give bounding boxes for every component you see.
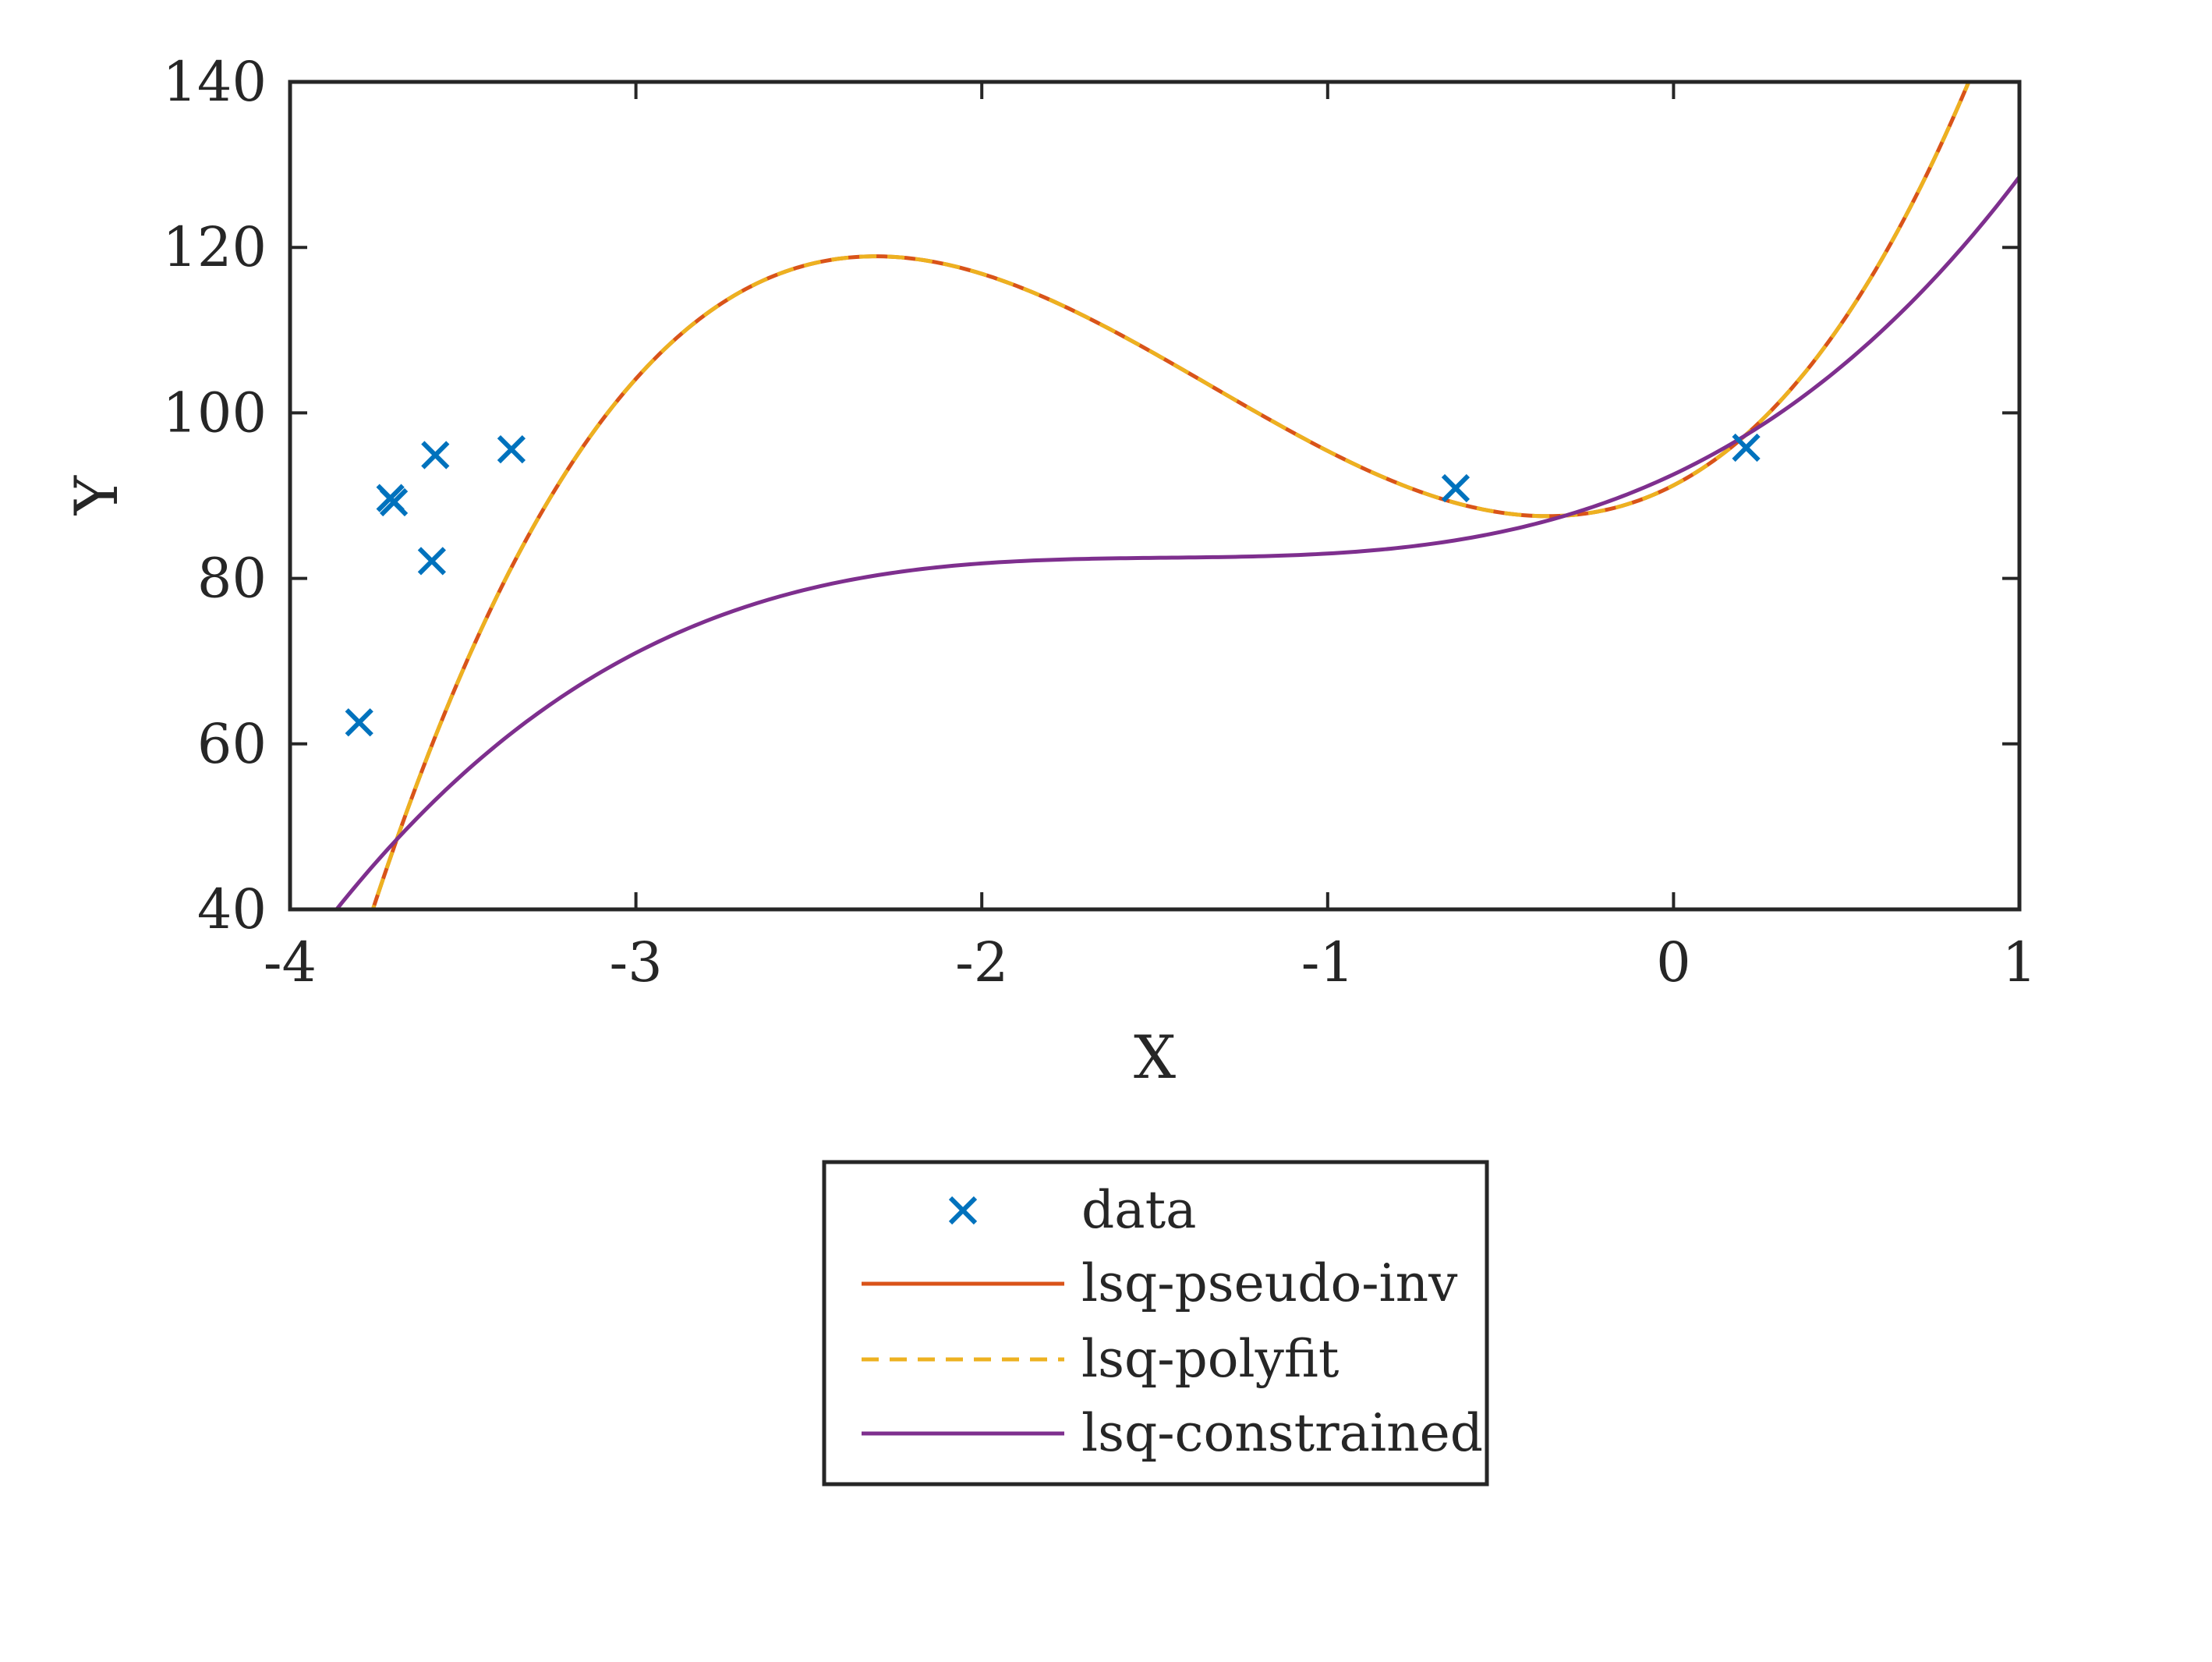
legend-entry-data: data [948, 1180, 1196, 1240]
y-axis-label: Y [62, 475, 131, 516]
y-tick-label: 120 [162, 215, 267, 279]
data-point-marker [1441, 473, 1471, 503]
x-tick-label: -3 [609, 930, 662, 994]
series-layer [334, 82, 2019, 909]
y-tick-label: 100 [162, 381, 267, 445]
x-tick-label: -1 [1301, 930, 1354, 994]
legend-box [822, 1160, 1489, 1487]
data-point-marker [417, 547, 446, 576]
y-tick-label: 60 [197, 712, 267, 776]
x-tick-label: -2 [955, 930, 1008, 994]
legend-entry-lsq-constrained: lsq-constrained [862, 1403, 1483, 1463]
data-point-marker [1732, 433, 1761, 462]
y-tick-label: 140 [162, 50, 267, 114]
x-axis-label: X [1134, 1022, 1176, 1092]
data-point-marker [497, 434, 526, 464]
series-line-lsq-polyfit [370, 82, 1971, 909]
legend-label-data: data [1081, 1180, 1196, 1240]
legend-label-lsq-constrained: lsq-constrained [1081, 1403, 1483, 1463]
legend-entry-lsq-polyfit: lsq-polyfit [862, 1329, 1339, 1389]
x-tick-label: 1 [2002, 930, 2037, 994]
series-line-lsq-constrained [334, 175, 2019, 909]
data-point-marker [379, 487, 409, 517]
legend-marker-data [948, 1196, 978, 1225]
y-tick-label: 80 [197, 547, 267, 611]
legend-entry-lsq-pseudo-inv: lsq-pseudo-inv [862, 1253, 1458, 1313]
data-point-marker [345, 708, 373, 737]
axes-box [288, 80, 2022, 912]
y-tick-label: 40 [197, 877, 267, 941]
legend-label-lsq-pseudo-inv: lsq-pseudo-inv [1081, 1253, 1458, 1313]
legend: data lsq-pseudo-inv lsq-polyfit lsq-cons… [822, 1160, 1489, 1487]
x-tick-label: -4 [264, 930, 317, 994]
data-point-marker [421, 441, 450, 470]
marker-layer [345, 433, 1761, 737]
legend-label-lsq-polyfit: lsq-polyfit [1081, 1329, 1339, 1389]
x-tick-label: 0 [1656, 930, 1691, 994]
